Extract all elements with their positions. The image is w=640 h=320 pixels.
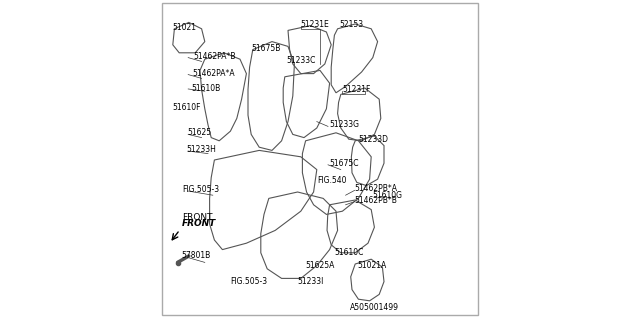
Text: 51233G: 51233G <box>330 120 360 129</box>
Text: 51233H: 51233H <box>187 145 216 154</box>
Text: FRONT: FRONT <box>182 213 212 222</box>
Text: FIG.505-3: FIG.505-3 <box>230 277 267 286</box>
Text: 51233D: 51233D <box>358 135 388 144</box>
Text: 51231F: 51231F <box>342 85 371 94</box>
Text: 51462PA*B: 51462PA*B <box>193 52 236 60</box>
Text: 51462PA*A: 51462PA*A <box>192 69 235 78</box>
Text: 51610C: 51610C <box>334 248 364 257</box>
Text: 51625: 51625 <box>187 128 211 137</box>
Text: 51610B: 51610B <box>191 84 221 92</box>
Text: 57801B: 57801B <box>182 252 211 260</box>
Text: 51233I: 51233I <box>297 277 323 286</box>
Text: 52153: 52153 <box>339 20 364 28</box>
Text: 51675C: 51675C <box>330 159 359 168</box>
Text: 51462PB*A: 51462PB*A <box>355 184 397 193</box>
Text: 51625A: 51625A <box>306 261 335 270</box>
Text: FIG.505-3: FIG.505-3 <box>182 185 219 194</box>
Text: FRONT: FRONT <box>182 220 216 228</box>
Text: 51675B: 51675B <box>251 44 280 52</box>
Text: 51231E: 51231E <box>301 20 330 28</box>
Text: 51462PB*B: 51462PB*B <box>355 196 397 204</box>
Text: 51610F: 51610F <box>172 103 201 112</box>
Text: 51233C: 51233C <box>287 56 316 65</box>
Text: FIG.540: FIG.540 <box>317 176 346 185</box>
Text: A505001499: A505001499 <box>351 303 399 312</box>
Text: 51021: 51021 <box>173 23 197 32</box>
Text: 51021A: 51021A <box>358 261 387 270</box>
Text: 51610G: 51610G <box>372 191 403 200</box>
